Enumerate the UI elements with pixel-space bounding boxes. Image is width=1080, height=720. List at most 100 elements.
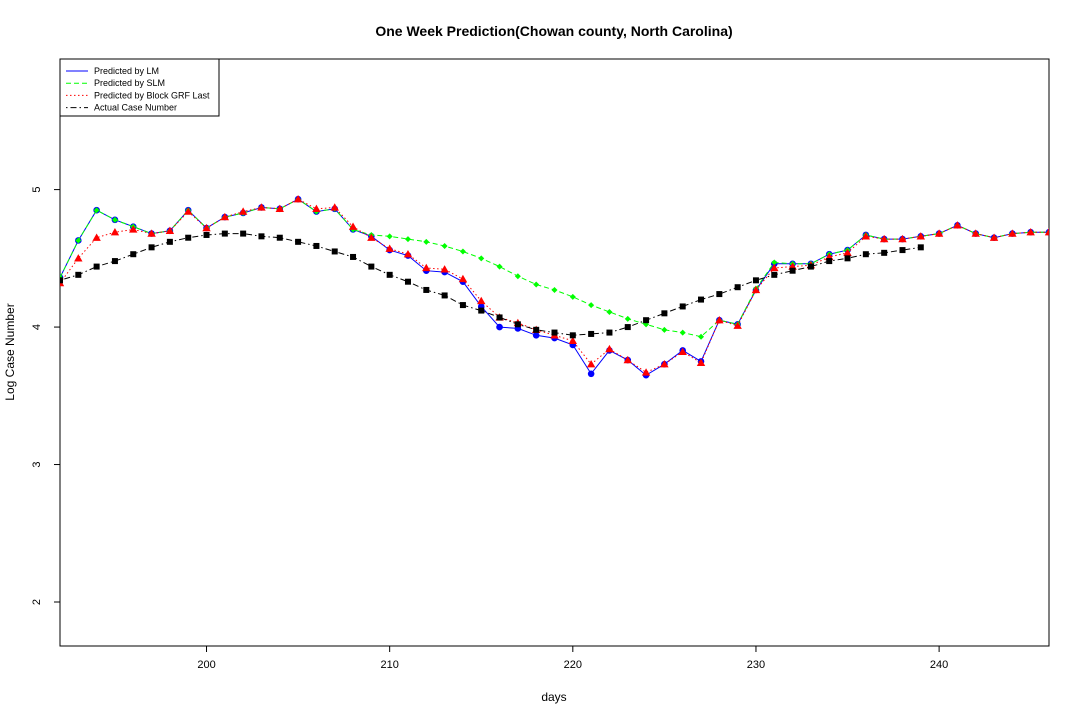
data-point (93, 207, 100, 214)
data-point (440, 265, 449, 273)
data-point (1026, 228, 1035, 236)
x-tick-label: 230 (747, 659, 765, 671)
legend-label: Actual Case Number (94, 103, 177, 113)
data-point (276, 234, 283, 241)
data-point (477, 296, 486, 305)
data-point (459, 248, 466, 255)
x-tick-label: 240 (930, 659, 948, 671)
data-point (588, 330, 595, 337)
data-point (623, 355, 632, 364)
data-point (221, 230, 228, 237)
data-point (295, 238, 302, 245)
series-predicted-by-slm (60, 196, 1049, 340)
data-point (496, 263, 503, 270)
data-point (368, 263, 375, 270)
chart-title: One Week Prediction(Chowan county, North… (375, 23, 732, 39)
series-line (60, 198, 1049, 373)
data-point (734, 284, 741, 291)
y-tick-label: 4 (31, 324, 43, 330)
data-point (569, 293, 576, 300)
data-point (678, 347, 687, 355)
data-point (220, 212, 230, 221)
data-point (74, 254, 83, 262)
data-point (404, 236, 411, 243)
data-point (258, 233, 265, 240)
data-point (881, 249, 888, 256)
data-point (532, 332, 540, 339)
data-point (496, 323, 503, 331)
data-point (934, 229, 944, 237)
data-point (861, 232, 871, 240)
data-point (185, 234, 192, 241)
data-point (569, 332, 576, 339)
data-point (386, 271, 393, 278)
data-point (606, 329, 613, 336)
data-point (661, 310, 668, 317)
data-point (661, 326, 668, 333)
data-point (257, 203, 266, 211)
data-point (441, 292, 448, 299)
data-point (698, 333, 705, 340)
data-point (899, 247, 906, 254)
data-point (533, 281, 540, 288)
data-point (588, 302, 595, 309)
y-axis: 2 3 4 5 (31, 187, 60, 605)
data-point (148, 244, 155, 251)
legend-label: Predicted by SLM (94, 78, 165, 88)
data-point (330, 203, 339, 211)
y-axis-label: Log Case Number (3, 303, 17, 400)
data-point (917, 244, 924, 251)
data-point (586, 359, 596, 368)
data-point (367, 233, 376, 241)
data-point (403, 250, 413, 258)
data-point (92, 233, 101, 241)
data-point (350, 253, 357, 260)
data-point (110, 228, 120, 236)
legend-label: Predicted by LM (94, 66, 159, 76)
data-point (459, 302, 466, 309)
data-point (696, 358, 706, 366)
data-point (989, 233, 999, 241)
data-point (423, 286, 430, 293)
data-point (733, 321, 742, 329)
data-point (807, 263, 814, 270)
data-point (752, 277, 759, 284)
data-point (129, 225, 138, 233)
data-point (641, 368, 651, 376)
series-actual-case-number (60, 230, 924, 339)
data-point (879, 234, 889, 243)
data-point (844, 255, 851, 262)
data-point (423, 238, 430, 245)
data-point (75, 237, 82, 244)
data-point (568, 336, 578, 344)
data-point (533, 326, 540, 333)
data-point (715, 315, 724, 324)
data-point (551, 329, 558, 336)
data-point (605, 344, 614, 353)
data-point (643, 317, 650, 324)
data-point (238, 207, 248, 215)
data-point (514, 273, 521, 280)
y-tick-label: 2 (31, 599, 43, 605)
data-point (478, 255, 485, 262)
data-point (1044, 228, 1049, 236)
data-point (679, 329, 686, 336)
data-point (130, 251, 137, 258)
x-axis-label: days (541, 690, 566, 704)
data-point (624, 324, 631, 331)
legend-label: Predicted by Block GRF Last (94, 90, 210, 100)
data-point (203, 231, 210, 238)
data-point (293, 195, 303, 203)
data-point (679, 303, 686, 310)
x-tick-label: 210 (380, 659, 398, 671)
data-point (165, 226, 175, 234)
data-point (441, 242, 448, 249)
legend: Predicted by LM Predicted by SLM Predicted… (59, 58, 220, 117)
legend-box (59, 58, 220, 117)
data-point (1008, 229, 1017, 237)
data-point (916, 232, 925, 240)
data-point (660, 359, 669, 368)
data-point (514, 321, 521, 328)
data-point (771, 271, 778, 278)
